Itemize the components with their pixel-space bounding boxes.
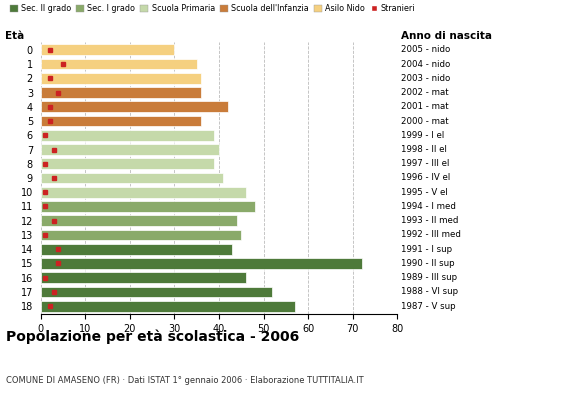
Bar (41, 130, 215, 141)
Text: 1997 - III el: 1997 - III el (401, 159, 450, 168)
Legend: Sec. II grado, Sec. I grado, Scuola Primaria, Scuola dell'Infanzia, Asilo Nido, : Sec. II grado, Sec. I grado, Scuola Prim… (10, 4, 415, 13)
Text: 2003 - nido: 2003 - nido (401, 74, 450, 83)
Text: 1987 - V sup: 1987 - V sup (401, 302, 455, 311)
Text: COMUNE DI AMASENO (FR) · Dati ISTAT 1° gennaio 2006 · Elaborazione TUTTITALIA.IT: COMUNE DI AMASENO (FR) · Dati ISTAT 1° g… (6, 376, 364, 385)
Text: 1996 - IV el: 1996 - IV el (401, 174, 450, 182)
Bar (41, 44, 175, 55)
Bar (41, 73, 201, 84)
Bar (41, 201, 255, 212)
Text: 1993 - II med: 1993 - II med (401, 216, 458, 225)
Text: 1992 - III med: 1992 - III med (401, 230, 461, 240)
Text: Popolazione per età scolastica - 2006: Popolazione per età scolastica - 2006 (6, 330, 299, 344)
Bar (41, 116, 201, 126)
Text: 1995 - V el: 1995 - V el (401, 188, 448, 197)
Text: 2004 - nido: 2004 - nido (401, 60, 450, 68)
Text: 2001 - mat: 2001 - mat (401, 102, 448, 111)
Bar (41, 244, 233, 254)
Text: Età: Età (5, 31, 24, 41)
Text: 1989 - III sup: 1989 - III sup (401, 273, 457, 282)
Text: 2000 - mat: 2000 - mat (401, 116, 448, 126)
Text: 1999 - I el: 1999 - I el (401, 131, 444, 140)
Bar (41, 230, 241, 240)
Text: 1994 - I med: 1994 - I med (401, 202, 456, 211)
Bar (41, 215, 237, 226)
Bar (41, 173, 223, 183)
Bar (41, 102, 228, 112)
Bar (41, 87, 201, 98)
Bar (41, 158, 215, 169)
Bar (41, 59, 197, 70)
Text: 2002 - mat: 2002 - mat (401, 88, 448, 97)
Bar (41, 301, 295, 312)
Text: 1998 - II el: 1998 - II el (401, 145, 447, 154)
Bar (41, 144, 219, 155)
Text: 1990 - II sup: 1990 - II sup (401, 259, 455, 268)
Text: 1991 - I sup: 1991 - I sup (401, 245, 452, 254)
Bar (41, 187, 246, 198)
Text: 2005 - nido: 2005 - nido (401, 45, 450, 54)
Bar (41, 272, 246, 283)
Text: 1988 - VI sup: 1988 - VI sup (401, 288, 458, 296)
Text: Anno di nascita: Anno di nascita (401, 31, 492, 41)
Bar (41, 286, 273, 297)
Bar (41, 258, 362, 269)
